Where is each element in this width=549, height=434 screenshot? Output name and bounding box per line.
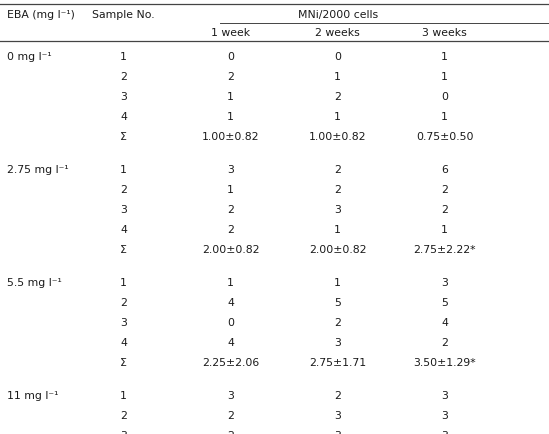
Text: 0: 0 <box>334 52 341 62</box>
Text: 5.5 mg l⁻¹: 5.5 mg l⁻¹ <box>7 277 61 287</box>
Text: 1: 1 <box>334 224 341 234</box>
Text: 2.75±1.71: 2.75±1.71 <box>309 357 366 367</box>
Text: 2: 2 <box>227 204 234 214</box>
Text: 1: 1 <box>120 164 127 174</box>
Text: 2: 2 <box>227 410 234 420</box>
Text: Σ: Σ <box>120 244 127 254</box>
Text: 2: 2 <box>334 164 341 174</box>
Text: 0: 0 <box>441 92 448 102</box>
Text: 2: 2 <box>227 224 234 234</box>
Text: 0: 0 <box>227 52 234 62</box>
Text: 11 mg l⁻¹: 11 mg l⁻¹ <box>7 390 58 400</box>
Text: 2: 2 <box>334 317 341 327</box>
Text: 2: 2 <box>334 184 341 194</box>
Text: MNi/2000 cells: MNi/2000 cells <box>298 10 378 20</box>
Text: 2.00±0.82: 2.00±0.82 <box>309 244 366 254</box>
Text: 3: 3 <box>120 317 127 327</box>
Text: 1: 1 <box>334 277 341 287</box>
Text: 2: 2 <box>334 390 341 400</box>
Text: 1: 1 <box>227 277 234 287</box>
Text: 3: 3 <box>120 430 127 434</box>
Text: 2: 2 <box>120 184 127 194</box>
Text: 3: 3 <box>334 410 341 420</box>
Text: 1: 1 <box>120 52 127 62</box>
Text: 2.75±2.22*: 2.75±2.22* <box>413 244 476 254</box>
Text: 1: 1 <box>227 112 234 122</box>
Text: 2: 2 <box>441 184 448 194</box>
Text: 1: 1 <box>334 72 341 82</box>
Text: 0.75±0.50: 0.75±0.50 <box>416 132 473 141</box>
Text: Σ: Σ <box>120 357 127 367</box>
Text: Σ: Σ <box>120 132 127 141</box>
Text: 3.50±1.29*: 3.50±1.29* <box>413 357 476 367</box>
Text: 3: 3 <box>120 204 127 214</box>
Text: 0: 0 <box>227 317 234 327</box>
Text: 6: 6 <box>441 164 448 174</box>
Text: 3: 3 <box>334 337 341 347</box>
Text: 1: 1 <box>334 112 341 122</box>
Text: 1: 1 <box>227 92 234 102</box>
Text: 3: 3 <box>441 410 448 420</box>
Text: 3: 3 <box>441 390 448 400</box>
Text: EBA (mg l⁻¹): EBA (mg l⁻¹) <box>7 10 75 20</box>
Text: 3: 3 <box>120 92 127 102</box>
Text: 2: 2 <box>441 337 448 347</box>
Text: 3: 3 <box>334 430 341 434</box>
Text: 0 mg l⁻¹: 0 mg l⁻¹ <box>7 52 51 62</box>
Text: 3: 3 <box>227 390 234 400</box>
Text: 3: 3 <box>441 277 448 287</box>
Text: 2: 2 <box>227 430 234 434</box>
Text: 5: 5 <box>441 297 448 307</box>
Text: 1: 1 <box>120 390 127 400</box>
Text: 4: 4 <box>227 337 234 347</box>
Text: 2: 2 <box>120 297 127 307</box>
Text: 4: 4 <box>120 337 127 347</box>
Text: 3: 3 <box>227 164 234 174</box>
Text: 1: 1 <box>227 184 234 194</box>
Text: 2: 2 <box>227 72 234 82</box>
Text: 2.75 mg l⁻¹: 2.75 mg l⁻¹ <box>7 164 68 174</box>
Text: 1: 1 <box>441 112 448 122</box>
Text: 2: 2 <box>120 72 127 82</box>
Text: 4: 4 <box>120 224 127 234</box>
Text: 1: 1 <box>441 72 448 82</box>
Text: 1.00±0.82: 1.00±0.82 <box>202 132 259 141</box>
Text: Sample No.: Sample No. <box>92 10 155 20</box>
Text: 1.00±0.82: 1.00±0.82 <box>309 132 366 141</box>
Text: 4: 4 <box>120 112 127 122</box>
Text: 4: 4 <box>441 317 448 327</box>
Text: 4: 4 <box>227 297 234 307</box>
Text: 2.00±0.82: 2.00±0.82 <box>202 244 259 254</box>
Text: 3: 3 <box>334 204 341 214</box>
Text: 3 weeks: 3 weeks <box>422 28 467 38</box>
Text: 2: 2 <box>441 204 448 214</box>
Text: 1: 1 <box>441 52 448 62</box>
Text: 5: 5 <box>334 297 341 307</box>
Text: 1: 1 <box>441 224 448 234</box>
Text: 2 weeks: 2 weeks <box>315 28 360 38</box>
Text: 2: 2 <box>120 410 127 420</box>
Text: 2.25±2.06: 2.25±2.06 <box>202 357 259 367</box>
Text: 3: 3 <box>441 430 448 434</box>
Text: 1: 1 <box>120 277 127 287</box>
Text: 1 week: 1 week <box>211 28 250 38</box>
Text: 2: 2 <box>334 92 341 102</box>
